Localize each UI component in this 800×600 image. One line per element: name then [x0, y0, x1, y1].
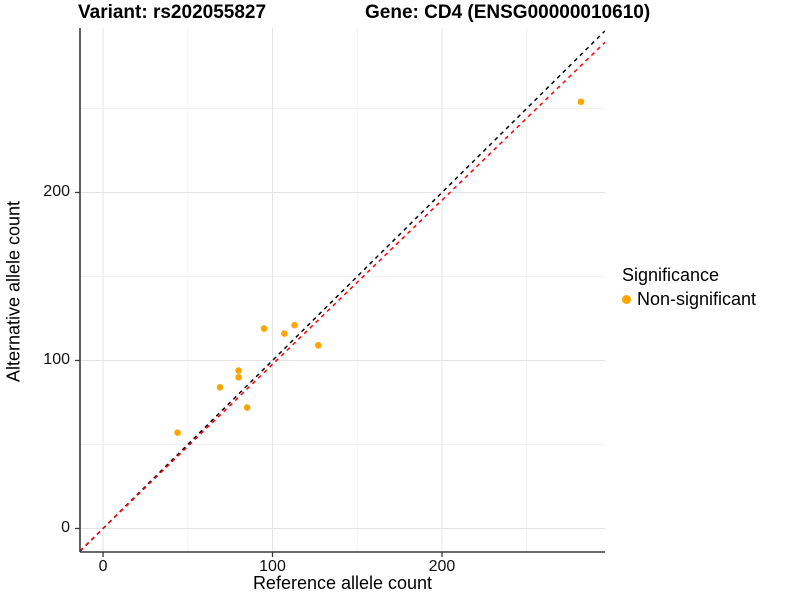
- data-point: [314, 342, 322, 349]
- data-point: [235, 367, 242, 374]
- y-tick-label: 0: [61, 519, 70, 537]
- data-point: [577, 98, 585, 106]
- legend-item: Non-significant: [622, 289, 797, 310]
- data-point: [235, 373, 242, 381]
- data-point: [260, 325, 268, 332]
- data-point: [216, 384, 224, 391]
- data-point: [281, 330, 288, 337]
- x-axis-title: Reference allele count: [252, 573, 433, 593]
- legend-item-label: Non-significant: [637, 289, 757, 309]
- plot-title-variant: Variant: rs202055827: [78, 2, 267, 23]
- identity-line: [80, 30, 605, 552]
- plot-panel: [80, 28, 605, 552]
- data-point: [243, 404, 251, 411]
- plot-title-gene: Gene: CD4 (ENSG00000010610): [365, 2, 651, 23]
- legend: Significance Non-significant: [622, 265, 797, 310]
- orange-dot-icon: [622, 295, 631, 304]
- x-tick-label: 200: [428, 558, 456, 575]
- y-tick-label: 100: [43, 351, 70, 369]
- expected-ratio-line: [80, 41, 605, 552]
- y-tick-label: 200: [43, 183, 70, 201]
- legend-title: Significance: [622, 265, 720, 285]
- x-tick-label: 100: [259, 558, 286, 575]
- data-point: [291, 321, 298, 329]
- x-tick-label: 0: [98, 558, 108, 575]
- data-point: [174, 429, 181, 437]
